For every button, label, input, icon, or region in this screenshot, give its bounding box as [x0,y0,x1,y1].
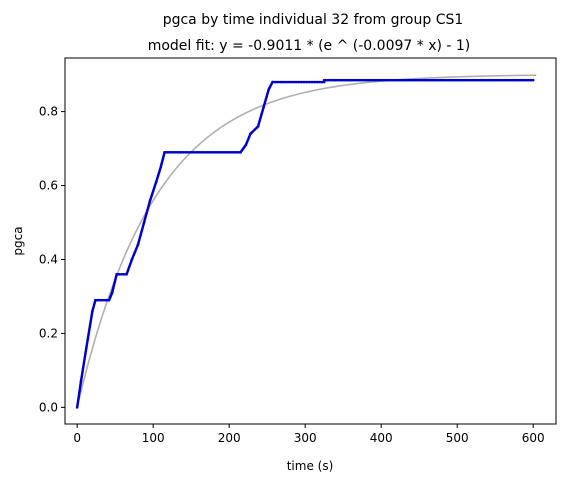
data-point [531,78,535,82]
fit-curve-line [76,74,537,408]
y-tick-label: 0.4 [39,252,58,266]
plot-frame [65,58,556,424]
x-tick-label: 400 [370,431,393,445]
chart-title: pgca by time individual 32 from group CS… [163,12,464,28]
data-points-layer [75,78,535,409]
plot-border [64,57,557,425]
x-tick-label: 100 [142,431,165,445]
y-axis-ticks: 0.0 0.2 0.4 0.6 0.8 [39,105,65,414]
fit-curve-layer [76,74,537,408]
y-tick-label: 0.0 [39,400,58,414]
y-tick-label: 0.6 [39,179,58,193]
x-tick-label: 200 [218,431,241,445]
chart-subtitle: model fit: y = -0.9011 * (e ^ (-0.0097 *… [148,38,471,54]
x-tick-label: 600 [522,431,545,445]
x-axis-ticks: 0 100 200 300 400 500 600 [73,424,545,445]
y-tick-label: 0.8 [39,105,58,119]
data-point [322,80,326,84]
x-tick-label: 500 [446,431,469,445]
x-tick-label: 300 [294,431,317,445]
x-axis-label: time (s) [287,459,334,473]
y-axis-label: pgca [11,226,25,255]
plot-area [64,57,557,425]
x-tick-label: 0 [73,431,81,445]
y-tick-label: 0.2 [39,326,58,340]
